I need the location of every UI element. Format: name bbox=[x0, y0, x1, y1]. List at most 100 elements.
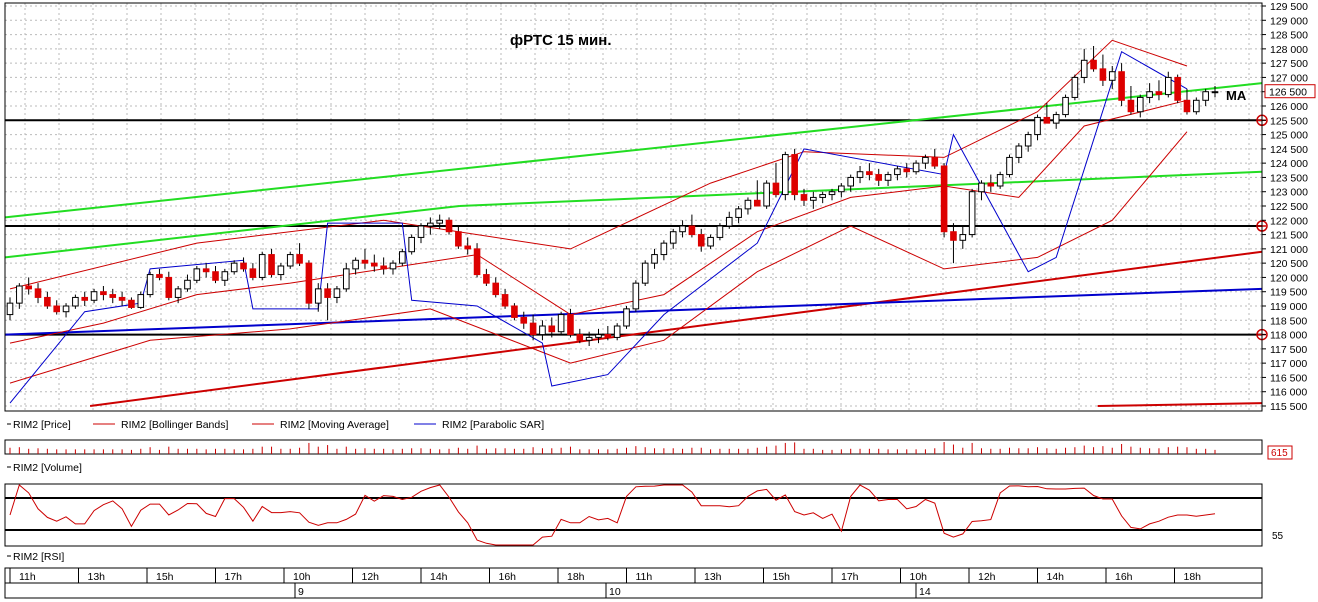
y-tick-label: 128 000 bbox=[1270, 44, 1308, 56]
time-label: 11h bbox=[636, 571, 653, 583]
candle-up bbox=[884, 174, 892, 181]
y-tick-label: 115 500 bbox=[1270, 401, 1307, 413]
candle-up bbox=[1034, 116, 1041, 136]
candle-up bbox=[1136, 96, 1144, 113]
y-tick-label: 125 500 bbox=[1270, 115, 1308, 127]
candle-up bbox=[1202, 91, 1209, 101]
candle-down bbox=[305, 262, 313, 304]
candle-down bbox=[529, 322, 537, 336]
candle-down bbox=[866, 171, 873, 176]
candle-down bbox=[903, 168, 911, 173]
candle-down bbox=[380, 265, 387, 270]
candle-up bbox=[716, 225, 724, 238]
candle-down bbox=[875, 174, 883, 181]
candle-up bbox=[744, 199, 752, 210]
candle-down bbox=[1127, 99, 1135, 113]
candle-down bbox=[483, 274, 490, 284]
candle-up bbox=[174, 288, 182, 298]
y-tick-label: 117 000 bbox=[1270, 358, 1307, 370]
candle-up bbox=[1052, 114, 1060, 124]
candle-up bbox=[193, 268, 201, 281]
candle-down bbox=[249, 268, 257, 278]
parabolic-sar-line bbox=[9, 50, 1188, 404]
candle-up bbox=[352, 259, 359, 270]
date-label: 14 bbox=[919, 586, 931, 598]
y-tick-label: 128 500 bbox=[1270, 30, 1308, 42]
time-label: 18h bbox=[1184, 571, 1202, 583]
time-label: 14h bbox=[430, 571, 448, 583]
candle-down bbox=[950, 231, 957, 241]
candle-down bbox=[44, 296, 51, 307]
candle-up bbox=[585, 336, 593, 341]
candle-down bbox=[567, 314, 574, 336]
chart-title: фРТС 15 мин. bbox=[510, 32, 612, 49]
time-label: 13h bbox=[88, 571, 106, 583]
trendline bbox=[89, 250, 1263, 407]
candle-up bbox=[1146, 91, 1153, 98]
candle-up bbox=[333, 288, 341, 298]
y-tick-label: 117 500 bbox=[1270, 344, 1307, 356]
candle-down bbox=[940, 165, 948, 233]
candle-up bbox=[595, 334, 602, 338]
y-tick-label: 124 000 bbox=[1270, 158, 1308, 170]
candle-down bbox=[156, 274, 163, 278]
candle-up bbox=[894, 168, 901, 176]
candle-up bbox=[90, 291, 98, 301]
last-price-box bbox=[1264, 84, 1316, 99]
candle-up bbox=[408, 236, 415, 253]
candle-down bbox=[296, 254, 303, 264]
candle-up bbox=[669, 231, 677, 244]
candle-up bbox=[707, 236, 714, 247]
candle-down bbox=[464, 245, 472, 250]
candle-up bbox=[539, 325, 546, 336]
time-label: 12h bbox=[978, 571, 996, 583]
rsi-value: 55 bbox=[1272, 531, 1284, 542]
candle-up bbox=[651, 254, 658, 264]
candle-up bbox=[847, 176, 854, 187]
candle-up bbox=[72, 296, 79, 307]
candle-down bbox=[268, 254, 275, 276]
candle-down bbox=[53, 305, 61, 313]
trendline bbox=[4, 82, 1263, 219]
candle-up bbox=[959, 234, 967, 241]
candle-up bbox=[819, 194, 826, 198]
candle-down bbox=[361, 259, 369, 264]
candle-down bbox=[697, 234, 705, 247]
candle-up bbox=[258, 254, 266, 278]
candle-down bbox=[212, 271, 219, 281]
y-tick-label: 122 500 bbox=[1270, 201, 1308, 213]
candle-up bbox=[1062, 96, 1069, 116]
y-tick-label: 119 000 bbox=[1270, 301, 1307, 313]
candle-up bbox=[1071, 76, 1079, 98]
candle-up bbox=[427, 222, 434, 227]
candle-up bbox=[277, 265, 285, 276]
candle-down bbox=[109, 294, 117, 298]
time-label: 15h bbox=[773, 571, 791, 583]
rsi-panel-frame bbox=[4, 483, 1263, 547]
candle-down bbox=[800, 194, 808, 201]
candle-down bbox=[548, 325, 556, 333]
candle-up bbox=[417, 225, 425, 238]
time-label: 17h bbox=[225, 571, 243, 583]
candle-up bbox=[996, 174, 1004, 187]
trendline bbox=[459, 170, 1263, 207]
time-axis: 11h 13h 15h 17h 10h 12h 14h 16h 18h 11h 13h 15h 17h 1… bbox=[9, 568, 1202, 598]
candle-down bbox=[240, 262, 247, 270]
candle-down bbox=[25, 285, 32, 290]
y-tick-label: 122 000 bbox=[1270, 215, 1308, 227]
y-tick-label: 121 000 bbox=[1270, 244, 1308, 256]
candle-up bbox=[6, 302, 14, 316]
candle-down bbox=[576, 334, 584, 341]
candle-up bbox=[1211, 91, 1219, 94]
candle-up bbox=[1024, 134, 1032, 147]
candle-up bbox=[436, 219, 443, 224]
candle-down bbox=[118, 296, 126, 301]
candle-up bbox=[184, 279, 191, 290]
y-tick-label: 120 500 bbox=[1270, 258, 1308, 270]
candle-up bbox=[399, 251, 406, 264]
candle-up bbox=[221, 271, 229, 281]
rsi-line bbox=[9, 484, 1216, 546]
candle-down bbox=[1099, 68, 1107, 81]
candle-up bbox=[389, 262, 397, 270]
